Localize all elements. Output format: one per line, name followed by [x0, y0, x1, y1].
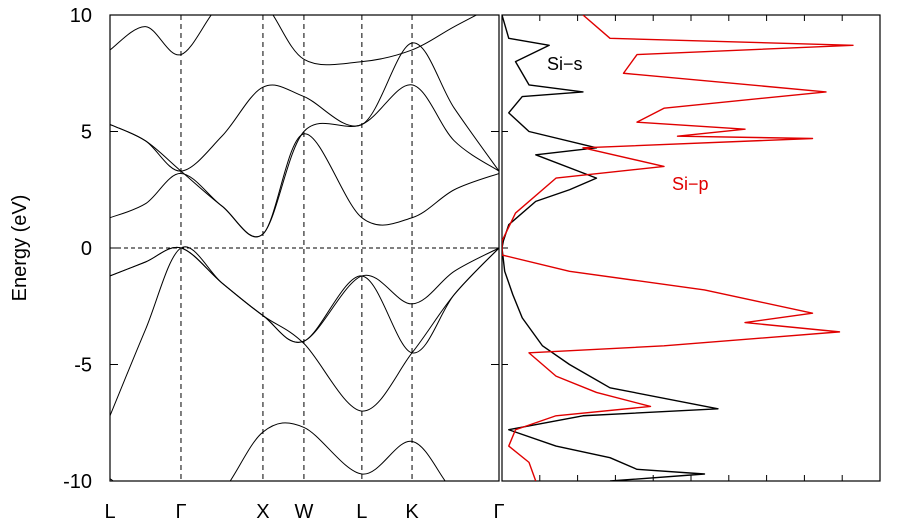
dos-curve: [502, 15, 719, 481]
x-tick-label: K: [405, 501, 419, 523]
band-line: [110, 246, 499, 416]
band-line: [110, 246, 499, 354]
band-line: [110, 15, 478, 66]
y-tick-label: -10: [63, 471, 92, 493]
si-p-label: Si−p: [672, 174, 709, 194]
x-tick-label: X: [256, 501, 269, 523]
band-line: [110, 84, 499, 238]
x-tick-label: Γ: [493, 501, 504, 523]
dos-curves: [502, 15, 854, 481]
y-tick-label: 5: [81, 122, 92, 144]
y-tick-label: -5: [74, 355, 92, 377]
high-symmetry-lines: [180, 15, 413, 481]
dos-plot-frame: [501, 14, 881, 482]
y-ticks: 10 5 0 -5 -10: [63, 5, 499, 493]
y-axis-label: Energy (eV): [9, 195, 31, 302]
si-s-label: Si−s: [547, 54, 583, 74]
dos-curve: [502, 15, 854, 481]
x-tick-label: L: [356, 501, 367, 523]
y-tick-label: 0: [81, 238, 92, 260]
y-tick-label: 10: [70, 5, 92, 27]
band-line: [110, 42, 499, 172]
band-line: [110, 422, 446, 481]
band-plot-frame: [109, 14, 500, 482]
band-line: [110, 246, 499, 343]
band-structure-panel: Energy (eV) 10 5 0 -5 -10 L Γ X W L K Γ: [9, 5, 505, 523]
band-line: [110, 133, 499, 238]
x-tick-label: W: [294, 501, 313, 523]
bands: [110, 15, 499, 481]
dos-ticks: [502, 14, 843, 482]
x-tick-label: L: [104, 501, 115, 523]
dos-panel: Si−s Si−p: [501, 14, 881, 482]
x-tick-label: Γ: [175, 501, 186, 523]
